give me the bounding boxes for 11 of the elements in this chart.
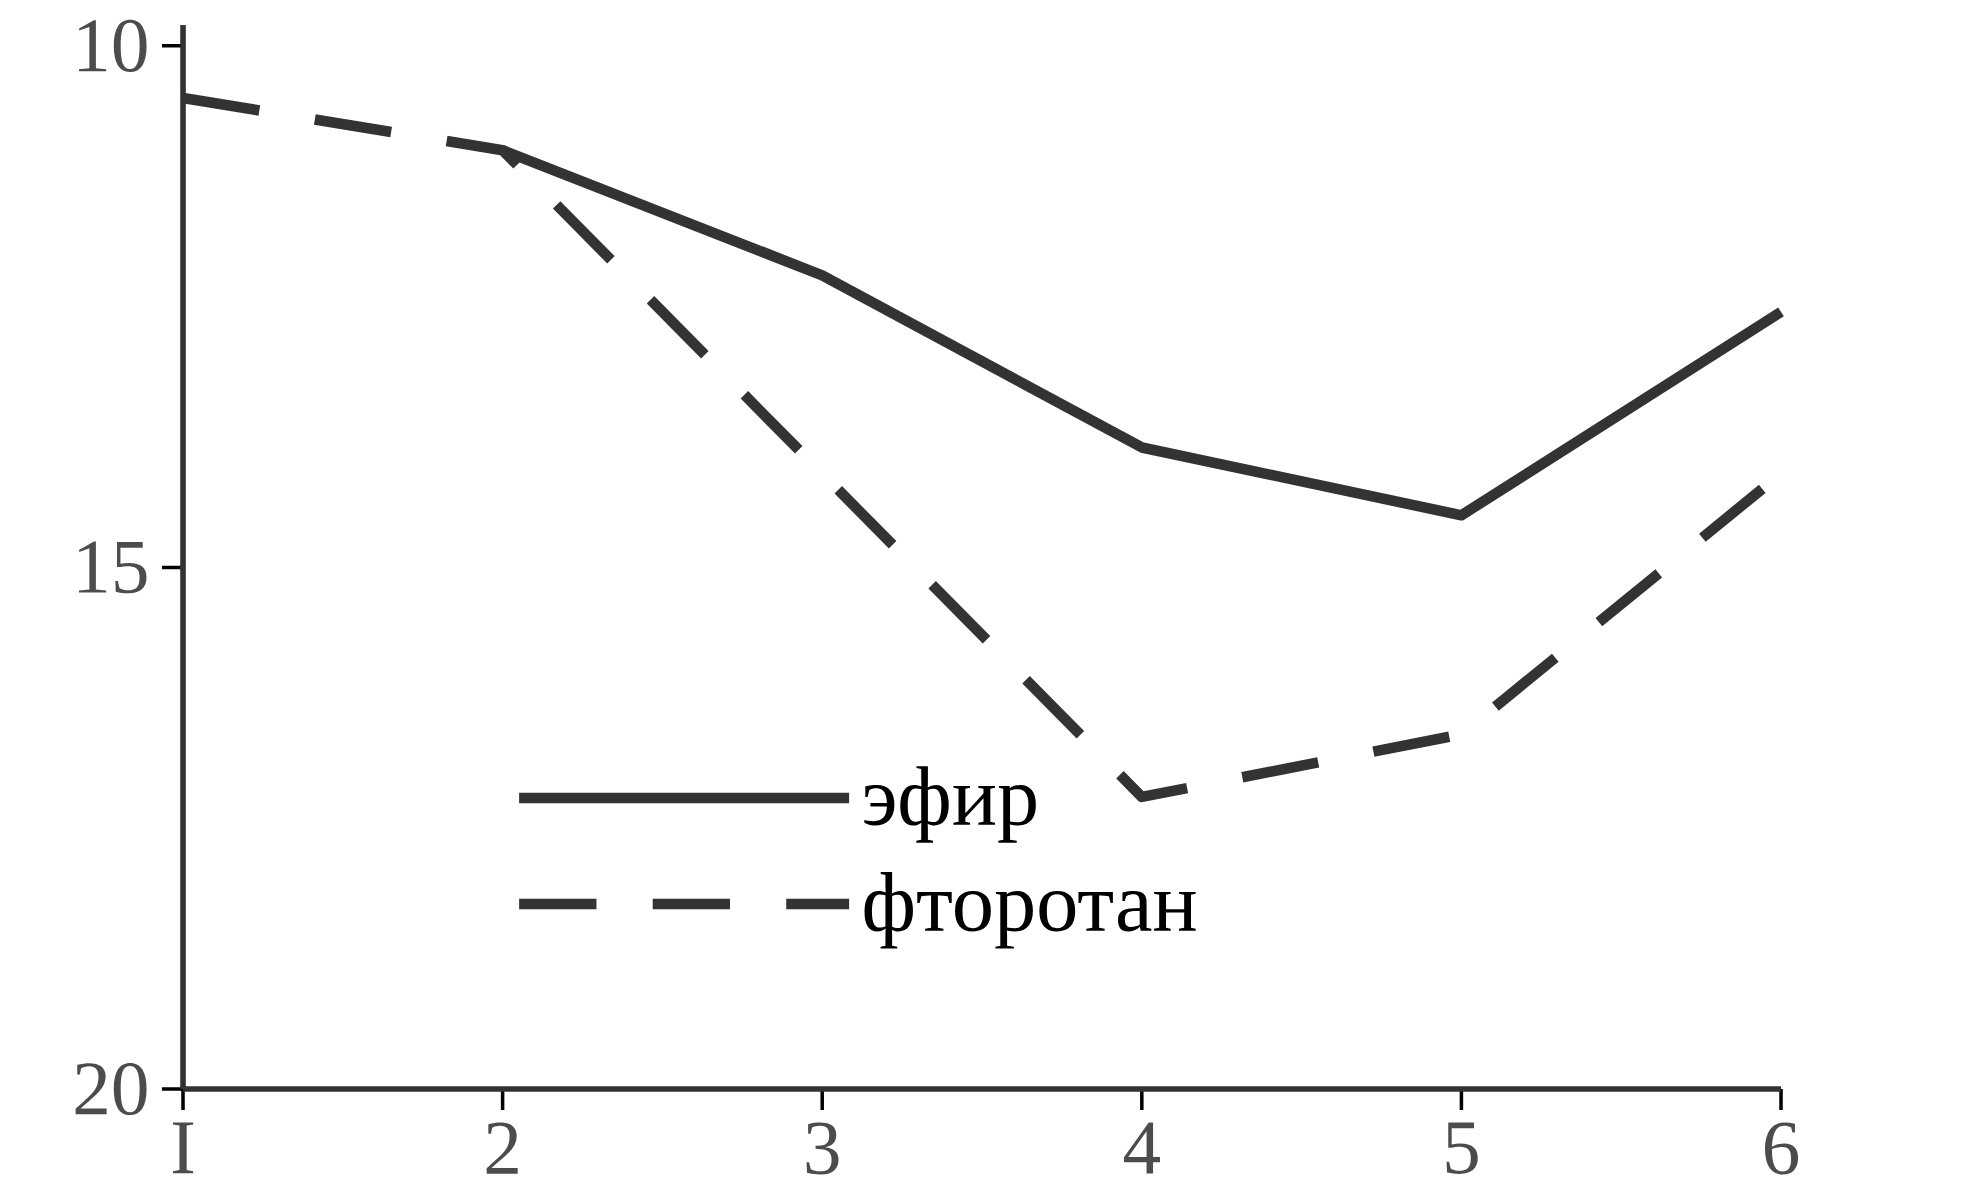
y-tick-label: 10	[78, 19, 147, 72]
x-tick-label: 5	[1446, 1122, 1478, 1174]
x-tick-label: 2	[486, 1122, 518, 1174]
x-tick-label: 6	[1764, 1122, 1799, 1175]
y-tick-label: 15	[78, 541, 147, 594]
legend-label: фторотан	[864, 872, 1196, 949]
x-tick-label: I	[172, 1122, 194, 1174]
legend-label: эфир	[864, 766, 1036, 843]
y-tick-label: 20	[75, 1062, 147, 1116]
x-tick-label: 4	[1123, 1122, 1160, 1174]
x-tick-label: 3	[806, 1122, 839, 1175]
